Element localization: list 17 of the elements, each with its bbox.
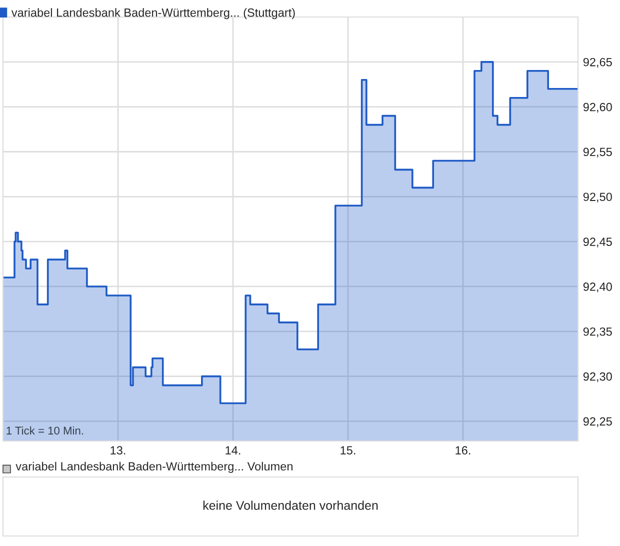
x-tick-label: 14. <box>226 446 240 454</box>
y-tick-label: 92,50 <box>583 192 612 202</box>
x-tick-label: 15. <box>340 446 356 455</box>
y-tick-label: 92,65 <box>583 58 612 68</box>
y-tick-label: 92,35 <box>583 327 612 338</box>
text: keine Volumendaten vorhanden <box>203 500 378 510</box>
y-tick-label: 92,30 <box>583 372 612 382</box>
y-tick-label: 92,55 <box>583 148 612 158</box>
legend-label: variabel Landesbank Baden-Württemberg... (Stuttgart) <box>11 8 295 20</box>
x-tick-label: 16. <box>456 446 470 455</box>
y-tick-label: 92,25 <box>583 417 612 428</box>
y-tick-label: 92,60 <box>583 102 612 113</box>
y-tick-label: 92,45 <box>583 238 612 248</box>
y-tick-label: 92,40 <box>583 282 612 292</box>
text: variabel Landesbank Baden-Württemberg... Volumen <box>16 462 292 473</box>
x-tick-label: 13. <box>110 446 126 455</box>
annotation: 1 Tick = 10 Min. <box>6 426 83 435</box>
